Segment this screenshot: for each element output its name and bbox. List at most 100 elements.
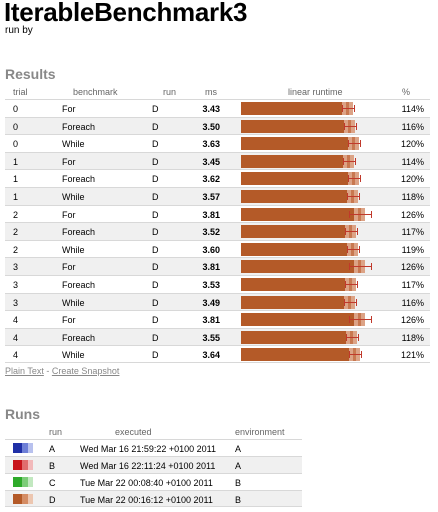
runtime-bar [241,295,386,309]
runtime-bar-main [241,330,352,344]
trial-cell: 4 [13,350,19,361]
ms-cell: 3.49 [202,297,220,308]
error-bar [349,213,371,215]
percent-cell: 118% [401,332,424,343]
runtime-bar-main [241,102,348,115]
error-cap-left [344,122,345,130]
runtime-bar [241,207,386,221]
run-row: A Wed Mar 16 21:59:22 +0100 2011 A [5,439,302,456]
runtime-bar [241,330,386,344]
trial-cell: 2 [13,227,19,238]
col-header-run[interactable]: run [163,87,177,97]
benchmark-cell: For [62,209,76,220]
benchmark-cell: For [62,156,76,167]
error-cap-right [359,192,360,200]
percent-cell: 119% [401,244,424,255]
page-subtitle: run by [5,25,33,36]
environment-cell: A [235,444,242,454]
error-bar [349,266,371,268]
error-bar [349,354,361,356]
col-header-run: run [49,427,63,437]
run-id-cell: D [49,495,56,505]
error-bar [349,319,371,321]
runtime-bar [241,225,386,239]
col-header-benchmark[interactable]: benchmark [73,87,118,97]
benchmark-cell: While [62,350,85,361]
run-cell: D [152,297,159,308]
results-body: 0 For D 3.43 114% 0 Foreach D 3.50 116% 0 While D 3.6… [5,99,430,363]
trial-cell: 1 [13,174,19,185]
results-heading: Results [5,66,56,82]
percent-cell: 116% [401,121,424,132]
environment-cell: B [235,478,242,488]
plain-text-link[interactable]: Plain Text [5,366,44,376]
ms-cell: 3.52 [202,227,220,238]
ms-cell: 3.81 [202,209,220,220]
runs-body: A Wed Mar 16 21:59:22 +0100 2011 A B Wed Mar… [5,439,302,507]
runtime-bar-main [241,225,351,239]
percent-cell: 126% [400,262,424,273]
runtime-bar-main [241,207,360,221]
table-row: 0 While D 3.63 120% [5,134,430,152]
error-cap-right [355,157,356,165]
error-cap-right [357,228,358,236]
create-snapshot-link[interactable]: Create Snapshot [51,366,120,376]
run-cell: D [152,227,159,238]
executed-cell: Wed Mar 16 22:11:24 +0100 2011 [80,461,216,471]
col-header-percent[interactable]: % [402,87,411,97]
error-cap-left [349,316,350,324]
run-row: B Wed Mar 16 22:11:24 +0100 2011 A [5,456,302,473]
error-cap-left [348,175,349,183]
col-header-linear-runtime[interactable]: linear runtime [288,87,343,97]
error-cap-right [360,175,361,183]
error-cap-right [371,316,372,324]
trial-cell: 1 [13,156,19,167]
runs-heading: Runs [5,406,40,422]
benchmark-cell: While [62,191,85,202]
error-bar [344,301,356,303]
executed-cell: Tue Mar 22 00:08:40 +0100 2011 [80,478,213,488]
trial-cell: 1 [13,191,19,202]
table-row: 2 While D 3.60 119% [5,239,430,258]
run-cell: D [152,279,159,290]
table-row: 3 For D 3.81 126% [5,257,430,275]
run-cell: D [152,104,159,114]
ms-cell: 3.62 [202,174,220,185]
percent-cell: 120% [400,139,424,150]
executed-cell: Tue Mar 22 00:16:12 +0100 2011 [80,495,213,505]
runtime-bar [241,348,386,362]
benchmark-cell: For [62,262,76,273]
col-header-environment: environment [235,427,285,437]
runtime-bar [241,119,386,133]
runtime-bar-main [241,119,350,133]
trial-cell: 0 [13,104,19,114]
table-row: 3 While D 3.49 116% [5,292,430,311]
benchmark-cell: Foreach [62,227,96,238]
link-separator: - [46,366,50,376]
percent-cell: 121% [400,350,424,361]
run-row: D Tue Mar 22 00:16:12 +0100 2011 B [5,490,302,507]
col-header-trial[interactable]: trial [13,87,28,97]
error-cap-left [349,351,350,359]
benchmark-cell: Foreach [62,174,96,185]
run-cell: D [152,139,159,150]
error-bar [347,248,359,250]
trial-cell: 3 [13,297,19,308]
trial-cell: 0 [13,121,19,132]
error-cap-right [356,122,357,130]
col-header-ms[interactable]: ms [205,87,217,97]
error-bar [343,160,355,162]
error-cap-left [342,105,343,112]
runtime-bar [241,277,386,291]
runtime-bar-main [241,313,360,327]
run-cell: D [152,121,159,132]
ms-cell: 3.50 [202,121,220,132]
executed-cell: Wed Mar 16 21:59:22 +0100 2011 [80,444,217,454]
results-header-row: trial benchmark run ms linear runtime % [5,86,430,99]
error-cap-left [343,157,344,165]
runtime-bar [241,172,386,186]
runtime-bar-main [241,260,360,274]
runtime-bar [241,189,386,203]
benchmark-cell: Foreach [62,279,96,290]
error-cap-right [356,298,357,306]
